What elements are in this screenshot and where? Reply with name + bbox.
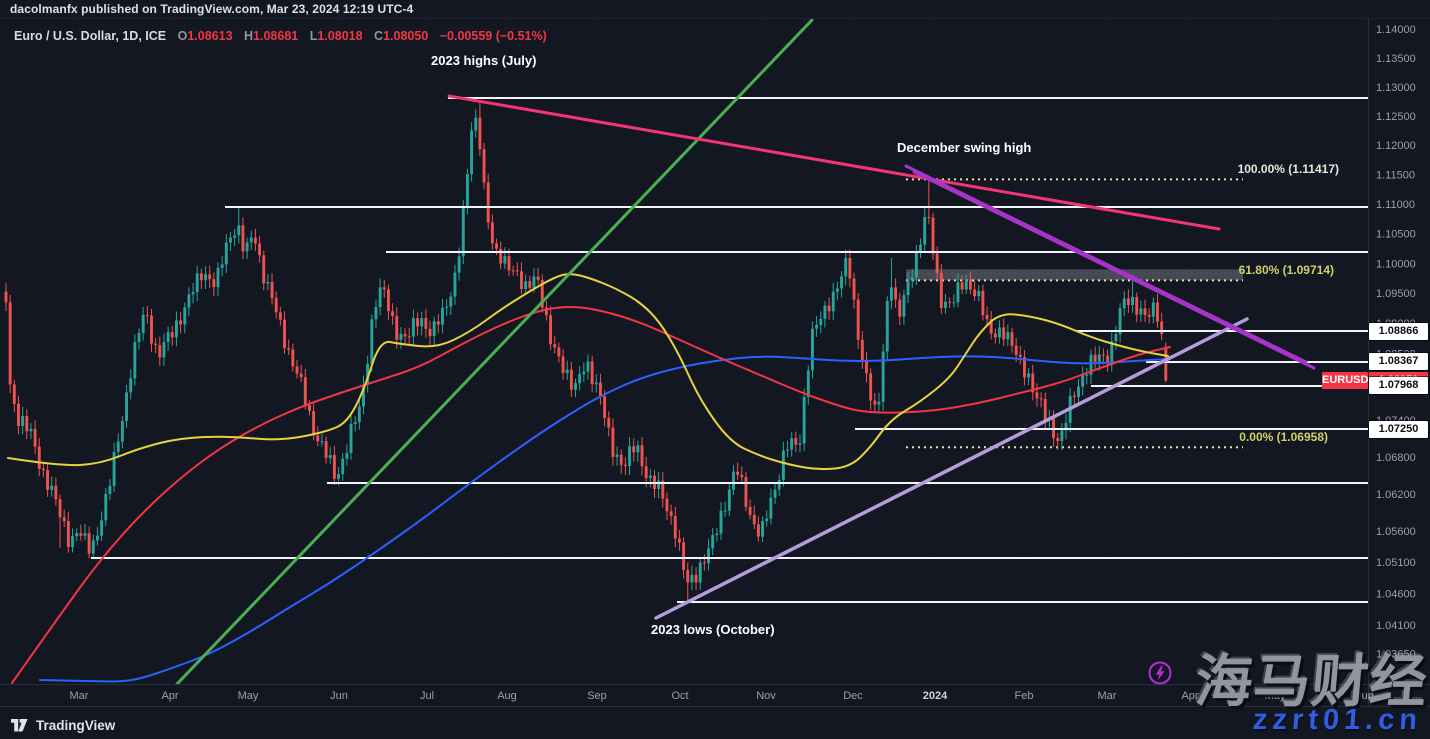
high-label: H (244, 29, 254, 43)
lavender-support-line (654, 317, 1249, 620)
price-axis-label: 1.07968 (1369, 377, 1428, 395)
candlestick-series (4, 100, 1168, 601)
horizontal-levels (91, 97, 1368, 603)
x-tick: Feb (1015, 690, 1034, 702)
fib-label-0: 0.00% (1.06958) (1239, 430, 1328, 445)
publish-info-bar: dacolmanfx published on TradingView.com,… (10, 0, 413, 18)
open-value: 1.08613 (187, 29, 233, 43)
y-tick: 1.13000 (1376, 82, 1416, 94)
annotation-2023-lows: 2023 lows (October) (651, 622, 775, 637)
x-tick: Mar (70, 690, 89, 702)
y-tick: 1.09500 (1376, 288, 1416, 300)
y-tick: 1.11500 (1376, 169, 1415, 181)
price-axis-label: 1.07250 (1369, 420, 1428, 438)
y-tick: 1.06800 (1376, 452, 1416, 464)
y-tick: 1.14000 (1376, 24, 1416, 36)
x-tick: Dec (843, 690, 863, 702)
y-tick: 1.10500 (1376, 229, 1416, 241)
low-value: 1.08018 (317, 29, 363, 43)
x-tick: Jun (1356, 690, 1374, 702)
symbol-legend: Euro / U.S. Dollar, 1D, ICE O1.08613 H1.… (14, 29, 547, 43)
x-tick: Jun (330, 690, 348, 702)
y-tick: 1.06200 (1376, 489, 1416, 501)
fib-label-618: 61.80% (1.09714) (1238, 263, 1334, 278)
y-tick: 1.04600 (1376, 588, 1416, 600)
close-label: C (374, 29, 384, 43)
green-uptrend-line (175, 19, 814, 684)
pink-downtrend-line (447, 94, 1221, 231)
y-tick: 1.10000 (1376, 258, 1416, 270)
x-tick: 2024 (923, 690, 948, 702)
chart-frame (0, 18, 1430, 707)
open-label: O (177, 29, 188, 43)
fib-label-100: 100.00% (1.11417) (1237, 162, 1339, 177)
x-tick: May (1265, 690, 1286, 702)
close-value: 1.08050 (383, 29, 429, 43)
grid (0, 19, 1368, 684)
price-axis-label: 1.08866 (1369, 322, 1428, 340)
y-tick: 1.04100 (1376, 620, 1416, 632)
low-label: L (309, 29, 318, 43)
y-tick: 1.05600 (1376, 526, 1416, 538)
fib-retracement (906, 178, 1243, 449)
lightning-icon (1148, 661, 1172, 685)
y-tick: 1.12500 (1376, 111, 1416, 123)
y-tick: 1.13500 (1376, 53, 1416, 65)
x-tick: Apr (161, 690, 178, 702)
y-tick: 1.12000 (1376, 140, 1416, 152)
y-tick: 1.03650 (1376, 648, 1416, 660)
x-tick: Mar (1098, 690, 1117, 702)
purple-channel-upper (904, 164, 1308, 364)
x-tick: Apr (1181, 690, 1198, 702)
high-value: 1.08681 (253, 29, 299, 43)
annotation-december-swing-high: December swing high (897, 140, 1032, 155)
red-ma (11, 306, 1171, 684)
publish-info-text: dacolmanfx published on TradingView.com,… (10, 2, 414, 16)
tradingview-icon (11, 718, 28, 731)
purple-channel-lower (912, 170, 1316, 370)
x-tick: Jul (420, 690, 434, 702)
symbol-price-tag: EURUSD (1322, 372, 1368, 390)
annotation-2023-highs: 2023 highs (July) (431, 53, 537, 68)
change-value: −0.00559 (−0.51%) (439, 29, 547, 43)
x-tick: Aug (497, 690, 517, 702)
x-tick: Nov (756, 690, 776, 702)
tradingview-label: TradingView (36, 717, 116, 733)
x-tick: May (238, 690, 259, 702)
symbol-title: Euro / U.S. Dollar, 1D, ICE (14, 29, 167, 43)
y-tick: 1.05100 (1376, 557, 1416, 569)
x-tick: Sep (587, 690, 607, 702)
y-tick: 1.11000 (1376, 199, 1415, 211)
x-tick: Oct (671, 690, 688, 702)
tradingview-logo[interactable]: TradingView (10, 714, 115, 736)
blue-ma (39, 355, 1171, 683)
watermark-url: zzrt01.cn (1251, 704, 1424, 736)
price-axis-label: 1.08367 (1369, 352, 1428, 370)
yellow-ma (7, 273, 1169, 471)
time-axis[interactable]: Mar Apr May Jun Jul Aug Sep Oct Nov Dec 2024 Feb Mar… (70, 690, 1374, 702)
